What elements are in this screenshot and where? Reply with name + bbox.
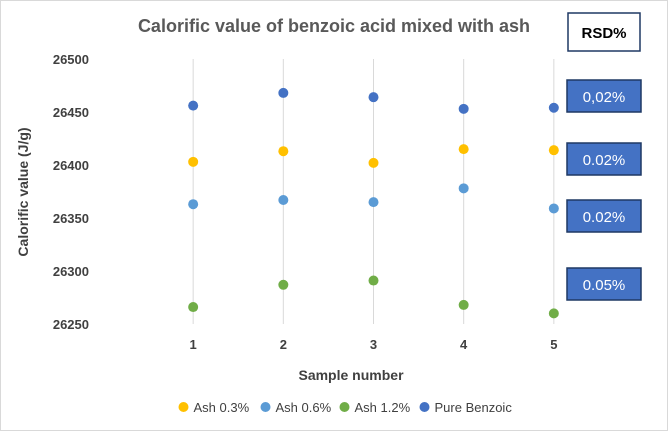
data-point — [548, 308, 559, 319]
chart-title: Calorific value of benzoic acid mixed wi… — [138, 16, 530, 36]
legend-item: Ash 0.6% — [260, 400, 332, 415]
rsd-header-label: RSD% — [581, 25, 626, 42]
data-point — [278, 194, 289, 205]
data-point — [188, 199, 199, 210]
rsd-box-rect — [566, 142, 642, 176]
legend: Ash 0.3% Ash 0.6% Ash 1.2% Pure Benzoic — [178, 400, 513, 415]
legend-label: Ash 0.3% — [194, 400, 250, 415]
legend-item: Ash 0.3% — [178, 400, 250, 415]
x-axis-ticks: 1 2 3 4 5 — [190, 337, 558, 352]
data-point — [188, 302, 199, 313]
data-point — [278, 87, 289, 98]
data-point — [368, 275, 379, 286]
y-axis-ticks: 26250 26300 26350 26400 26450 26500 — [53, 52, 89, 332]
data-point — [368, 92, 379, 103]
legend-label: Ash 1.2% — [355, 400, 411, 415]
y-tick-label: 26250 — [53, 317, 89, 332]
x-tick-label: 2 — [280, 337, 287, 352]
y-tick-label: 26300 — [53, 264, 89, 279]
legend-marker — [260, 402, 271, 412]
x-axis-title: Sample number — [298, 367, 404, 383]
legend-marker — [419, 402, 430, 412]
legend-label: Pure Benzoic — [435, 400, 513, 415]
y-tick-label: 26400 — [53, 158, 89, 173]
data-point — [548, 102, 559, 113]
rsd-box: 0,02% — [566, 79, 642, 113]
legend-label: Ash 0.6% — [276, 400, 332, 415]
rsd-annotations: 0,02% 0.02% 0.02% 0.05% — [566, 79, 642, 301]
data-point — [188, 156, 199, 167]
y-tick-label: 26500 — [53, 52, 89, 67]
data-point — [548, 203, 559, 214]
data-point — [278, 146, 289, 157]
rsd-box-rect — [566, 79, 642, 113]
x-tick-label: 3 — [370, 337, 377, 352]
rsd-box-rect — [566, 267, 642, 301]
rsd-box-rect — [566, 199, 642, 233]
x-tick-label: 4 — [460, 337, 468, 352]
y-tick-label: 26450 — [53, 105, 89, 120]
rsd-box: 0.02% — [566, 142, 642, 176]
legend-marker — [178, 402, 189, 412]
rsd-box-label: 0.05% — [583, 277, 626, 294]
rsd-header: RSD% — [567, 12, 641, 52]
data-point — [368, 157, 379, 168]
x-tick-label: 1 — [190, 337, 197, 352]
legend-item: Pure Benzoic — [419, 400, 513, 415]
y-tick-label: 26350 — [53, 211, 89, 226]
data-point — [188, 100, 199, 111]
legend-item: Ash 1.2% — [339, 400, 411, 415]
data-point — [548, 145, 559, 156]
rsd-box: 0.05% — [566, 267, 642, 301]
data-point — [458, 299, 469, 310]
legend-marker — [339, 402, 350, 412]
data-point — [278, 279, 289, 290]
data-points — [188, 87, 559, 319]
data-point — [458, 144, 469, 155]
data-point — [368, 197, 379, 208]
rsd-box-label: 0.02% — [583, 152, 626, 169]
y-axis-title: Calorific value (J/g) — [15, 127, 31, 256]
data-point — [458, 183, 469, 194]
rsd-box: 0.02% — [566, 199, 642, 233]
rsd-box-label: 0,02% — [583, 89, 626, 106]
data-point — [458, 103, 469, 114]
rsd-header-box — [567, 12, 641, 52]
rsd-box-label: 0.02% — [583, 209, 626, 226]
x-tick-label: 5 — [550, 337, 557, 352]
